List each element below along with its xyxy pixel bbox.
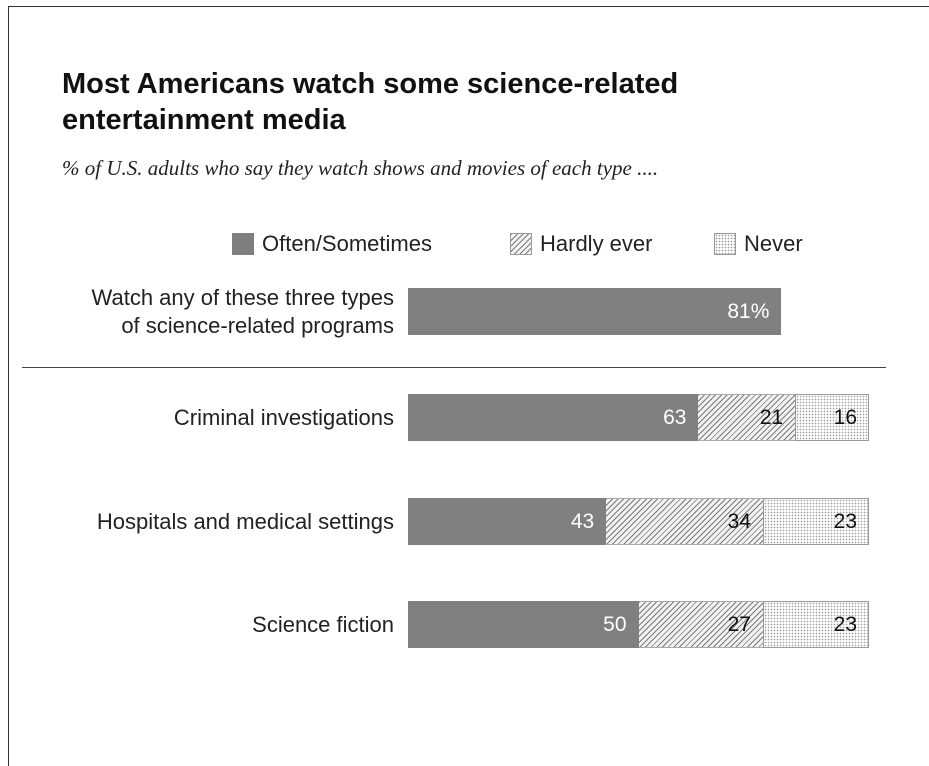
bar-segment-never	[795, 394, 869, 441]
category-label-line: Watch any of these three types	[91, 284, 394, 310]
bar-segment-hardly-ever	[606, 498, 763, 545]
bar-segment-hardly-ever	[638, 601, 763, 648]
category-label-line: Criminal investigations	[173, 404, 394, 430]
category-label-line: of science-related programs	[121, 312, 394, 338]
data-label-hardly-ever: 34	[727, 509, 751, 533]
bar-segment-never	[762, 601, 869, 648]
data-label-never: 23	[833, 509, 857, 533]
category-label: Criminal investigations	[174, 404, 394, 432]
category-label: Hospitals and medical settings	[97, 508, 394, 536]
bar-segment-often-sometimes	[408, 394, 699, 441]
legend-label-hardly-ever: Hardly ever	[540, 231, 653, 256]
legend-label-never: Never	[744, 231, 803, 256]
category-label: Science fiction	[252, 611, 394, 639]
category-label-line: Hospitals and medical settings	[96, 508, 394, 534]
data-label-never: 16	[833, 405, 857, 429]
data-label-often-sometimes: 63	[663, 405, 687, 429]
legend-item-never: Never	[714, 231, 803, 257]
data-label-never: 23	[833, 612, 857, 636]
data-label-hardly-ever: 21	[759, 405, 784, 429]
legend-label-often-sometimes: Often/Sometimes	[262, 231, 432, 256]
bar-segment-often-sometimes	[408, 601, 639, 648]
category-label-line: Science fiction	[252, 611, 394, 637]
data-label-often-sometimes: 50	[603, 612, 627, 636]
data-label-hardly-ever: 27	[727, 612, 751, 636]
chart-subtitle: % of U.S. adults who say they watch show…	[62, 156, 659, 180]
legend-swatch-never	[714, 233, 736, 255]
legend-item-hardly-ever: Hardly ever	[510, 231, 652, 257]
bar-segment-hardly-ever	[698, 394, 796, 441]
bar-segment-never	[762, 498, 869, 545]
legend-swatch-often-sometimes	[232, 233, 254, 255]
category-label: Watch any of these three types of science…	[92, 284, 394, 340]
chart-title: Most Americans watch some science-relate…	[62, 68, 679, 136]
legend-swatch-hardly-ever	[510, 233, 532, 255]
chart-frame	[8, 6, 929, 766]
bar-segment-often-sometimes	[408, 288, 782, 335]
data-label-often-sometimes: 43	[570, 509, 595, 533]
data-label-often-sometimes: 81%	[727, 299, 770, 323]
bar-segment-often-sometimes	[408, 498, 607, 545]
legend-item-often-sometimes: Often/Sometimes	[232, 231, 432, 257]
section-divider	[22, 367, 886, 368]
